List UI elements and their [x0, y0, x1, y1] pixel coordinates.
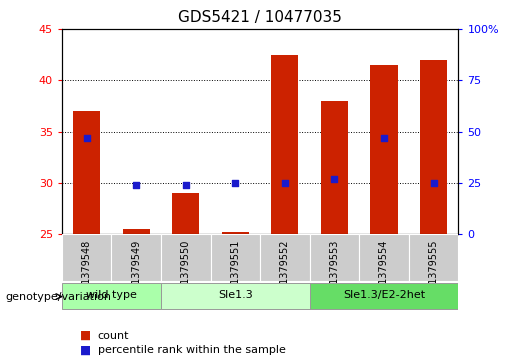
Text: Sle1.3/E2-2het: Sle1.3/E2-2het — [343, 290, 425, 300]
Bar — [111, 234, 161, 281]
Text: ■: ■ — [80, 329, 91, 342]
Text: GSM1379555: GSM1379555 — [428, 240, 439, 305]
Text: GSM1379553: GSM1379553 — [330, 240, 339, 305]
Bar — [409, 234, 458, 281]
Text: Sle1.3: Sle1.3 — [218, 290, 253, 300]
Text: ■: ■ — [80, 344, 91, 357]
Bar — [359, 234, 409, 281]
Text: count: count — [98, 331, 129, 341]
Bar — [370, 65, 398, 234]
Bar — [420, 60, 447, 234]
Bar — [310, 283, 458, 309]
Text: GSM1379549: GSM1379549 — [131, 240, 141, 305]
Bar — [161, 234, 211, 281]
Point — [132, 182, 140, 188]
Bar — [321, 101, 348, 234]
Text: GSM1379548: GSM1379548 — [81, 240, 92, 305]
Point — [330, 176, 338, 182]
Point — [430, 180, 438, 186]
Point — [231, 180, 239, 186]
Point — [182, 182, 190, 188]
Bar — [123, 229, 150, 234]
Point — [380, 135, 388, 140]
Bar — [62, 234, 111, 281]
Bar — [211, 234, 260, 281]
Bar — [271, 55, 299, 234]
Text: wild type: wild type — [86, 290, 137, 300]
Bar — [73, 111, 100, 234]
Bar — [221, 232, 249, 234]
Title: GDS5421 / 10477035: GDS5421 / 10477035 — [178, 10, 342, 25]
Text: percentile rank within the sample: percentile rank within the sample — [98, 345, 286, 355]
Text: genotype/variation: genotype/variation — [5, 291, 111, 302]
Text: GSM1379554: GSM1379554 — [379, 240, 389, 305]
Point — [82, 135, 91, 140]
Bar — [161, 283, 310, 309]
Text: GSM1379550: GSM1379550 — [181, 240, 191, 305]
Bar — [62, 283, 161, 309]
Text: GSM1379552: GSM1379552 — [280, 240, 290, 305]
Bar — [310, 234, 359, 281]
Bar — [260, 234, 310, 281]
Text: GSM1379551: GSM1379551 — [230, 240, 241, 305]
Bar — [172, 193, 199, 234]
Point — [281, 180, 289, 186]
